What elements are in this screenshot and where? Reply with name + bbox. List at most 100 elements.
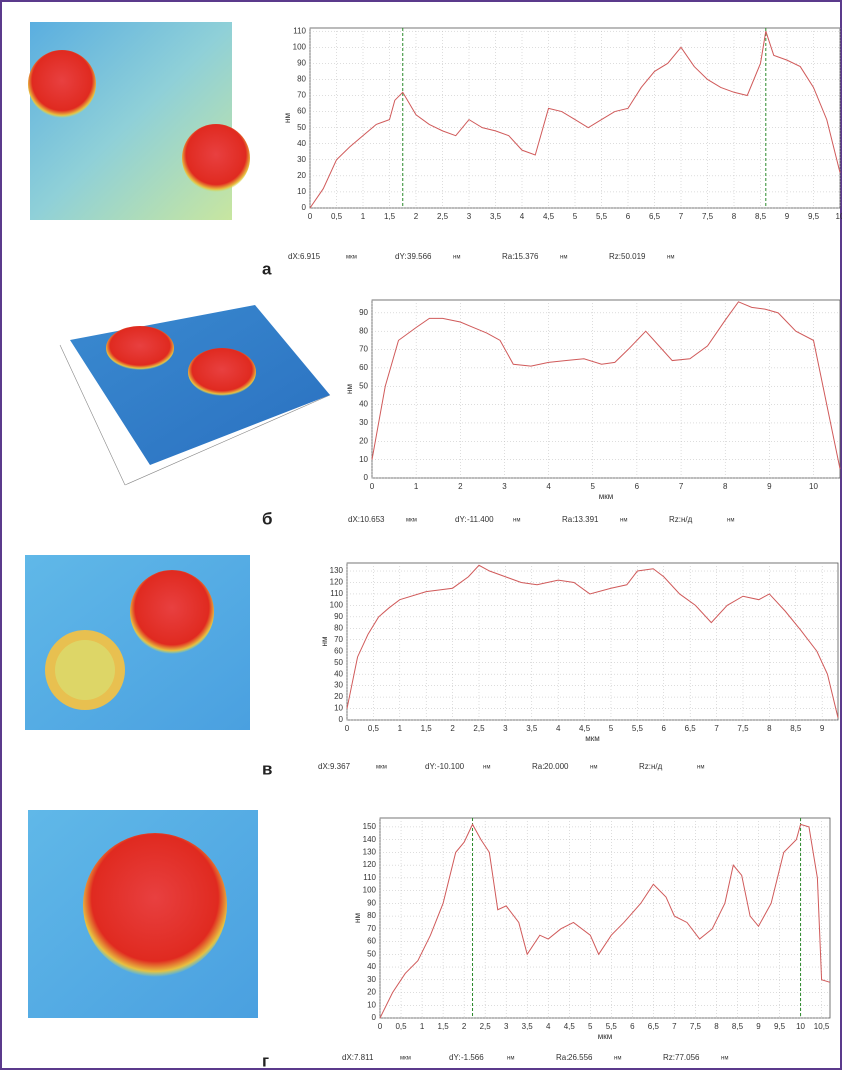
x-tick-label: 1: [361, 212, 366, 221]
measure-value: н/д: [681, 515, 693, 524]
x-tick-label: 2: [450, 724, 455, 733]
y-tick-label: 130: [363, 848, 377, 857]
measure-unit: нм: [507, 1056, 514, 1062]
measure-value: 39.566: [407, 252, 432, 261]
x-tick-label: 5: [588, 1022, 593, 1031]
measure-name: dY:: [425, 762, 437, 771]
y-axis-label: нм: [320, 637, 329, 647]
profile-line: [309, 31, 841, 209]
x-tick-label: 8: [723, 482, 728, 491]
panel-label: в: [262, 759, 272, 778]
measure-value: 9.367: [330, 762, 351, 771]
y-tick-label: 20: [367, 988, 376, 997]
x-tick-label: 8,5: [755, 212, 767, 221]
y-tick-label: 150: [363, 822, 377, 831]
y-tick-label: 10: [334, 704, 343, 713]
x-tick-label: 9,5: [774, 1022, 786, 1031]
afm-image-b: [59, 305, 331, 486]
measure-unit: нм: [620, 518, 627, 524]
y-tick-label: 20: [297, 171, 306, 180]
y-tick-label: 70: [334, 635, 343, 644]
x-tick-label: 8: [714, 1022, 719, 1031]
y-tick-label: 0: [302, 203, 307, 212]
x-tick-label: 5,5: [606, 1022, 618, 1031]
y-tick-label: 40: [359, 400, 368, 409]
x-tick-label: 3,5: [522, 1022, 534, 1031]
measure-name: dY:: [395, 252, 407, 261]
measure-name: Ra:: [532, 762, 544, 771]
measure-value: -1.566: [461, 1053, 484, 1062]
x-tick-label: 3,5: [526, 724, 538, 733]
measure-value: н/д: [651, 762, 663, 771]
x-tick-label: 3,5: [490, 212, 502, 221]
x-axis-label: мкм: [585, 734, 600, 743]
x-tick-label: 0: [378, 1022, 383, 1031]
x-tick-label: 2,5: [473, 724, 485, 733]
panel-label: б: [262, 509, 273, 528]
y-tick-label: 110: [293, 26, 306, 35]
y-tick-label: 60: [359, 363, 368, 372]
measure-unit: нм: [590, 765, 597, 771]
x-tick-label: 5,5: [596, 212, 608, 221]
y-tick-label: 110: [330, 589, 343, 598]
x-tick-label: 1: [420, 1022, 425, 1031]
x-tick-label: 4,5: [579, 724, 591, 733]
profile-line: [371, 301, 841, 469]
x-axis-label: мкм: [599, 492, 614, 501]
x-tick-label: 9: [756, 1022, 761, 1031]
measure-unit: нм: [483, 765, 490, 771]
y-tick-label: 50: [367, 949, 376, 958]
y-tick-label: 10: [297, 187, 306, 196]
x-tick-label: 4: [546, 1022, 551, 1031]
y-tick-label: 30: [334, 681, 343, 690]
x-tick-label: 1,5: [438, 1022, 450, 1031]
measure-name: dX:: [342, 1053, 354, 1062]
x-tick-label: 5,5: [632, 724, 644, 733]
panel-label: а: [262, 259, 272, 278]
y-tick-label: 0: [339, 715, 344, 724]
profile-line: [379, 823, 831, 1019]
measure-unit: нм: [614, 1056, 621, 1062]
x-tick-label: 1: [398, 724, 403, 733]
measure-value: 50.019: [621, 252, 646, 261]
y-tick-label: 80: [334, 623, 343, 632]
x-tick-label: 6,5: [649, 212, 661, 221]
y-tick-label: 20: [334, 692, 343, 701]
measure-value: 7.811: [354, 1053, 374, 1062]
measure-name: dY:: [449, 1053, 461, 1062]
y-tick-label: 120: [363, 860, 377, 869]
measure-value: 10.653: [360, 515, 385, 524]
y-tick-label: 40: [334, 669, 343, 678]
y-tick-label: 30: [367, 975, 376, 984]
x-tick-label: 9,5: [808, 212, 820, 221]
x-tick-label: 6: [630, 1022, 635, 1031]
x-tick-label: 9: [820, 724, 825, 733]
measure-name: Ra:: [556, 1053, 568, 1062]
y-tick-label: 80: [297, 75, 306, 84]
measure-value: 26.556: [568, 1053, 593, 1062]
plot-area: [379, 817, 831, 1019]
afm-image-a: [28, 22, 250, 220]
measure-name: dX:: [318, 762, 330, 771]
y-tick-label: 30: [359, 418, 368, 427]
y-tick-label: 80: [367, 911, 376, 920]
x-tick-label: 4: [520, 212, 525, 221]
afm-image-c: [25, 555, 250, 730]
plot-area: [346, 562, 839, 721]
x-tick-label: 2: [462, 1022, 467, 1031]
measure-unit: нм: [453, 255, 460, 261]
y-tick-label: 100: [330, 601, 344, 610]
x-tick-label: 1,5: [421, 724, 433, 733]
y-tick-label: 50: [359, 381, 368, 390]
x-tick-label: 8: [732, 212, 737, 221]
x-tick-label: 9: [767, 482, 772, 491]
measure-value: 6.915: [300, 252, 321, 261]
y-tick-label: 90: [297, 58, 306, 67]
x-axis-label: мкм: [598, 1032, 613, 1041]
y-tick-label: 60: [297, 107, 306, 116]
x-tick-label: 0: [370, 482, 375, 491]
measure-value: 13.391: [574, 515, 599, 524]
measure-name: Rz:: [663, 1053, 675, 1062]
x-tick-label: 4,5: [564, 1022, 576, 1031]
measure-unit: нм: [667, 255, 674, 261]
